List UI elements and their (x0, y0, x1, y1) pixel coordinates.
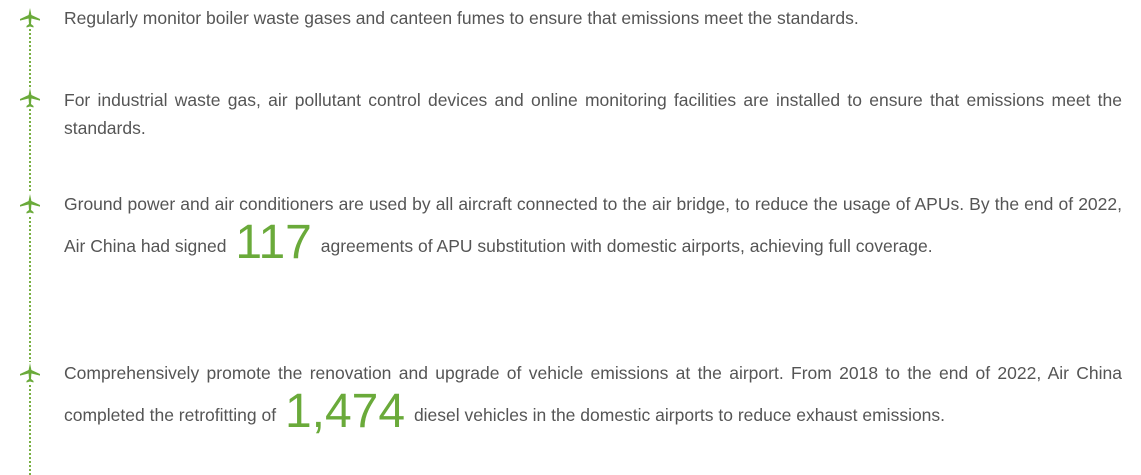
plane-icon (19, 87, 41, 109)
highlight-number: 117 (235, 216, 312, 269)
plane-icon (19, 362, 41, 384)
text: Comprehensively promote the renovation a… (64, 363, 1122, 425)
highlight-number: 1,474 (284, 385, 406, 438)
plane-icon (19, 7, 41, 29)
text: agreements of APU substitution with dome… (320, 236, 933, 256)
item-text: For industrial waste gas, air pollutant … (64, 90, 1122, 138)
item-text: Ground power and air conditioners are us… (64, 183, 1122, 267)
text: diesel vehicles in the domestic airports… (413, 405, 946, 425)
text: Ground power and air conditioners are us… (64, 194, 1122, 256)
item-text: Regularly monitor boiler waste gases and… (64, 8, 859, 28)
timeline-dots (29, 26, 31, 475)
plane-icon (19, 193, 41, 215)
item-text: Comprehensively promote the renovation a… (64, 352, 1122, 436)
